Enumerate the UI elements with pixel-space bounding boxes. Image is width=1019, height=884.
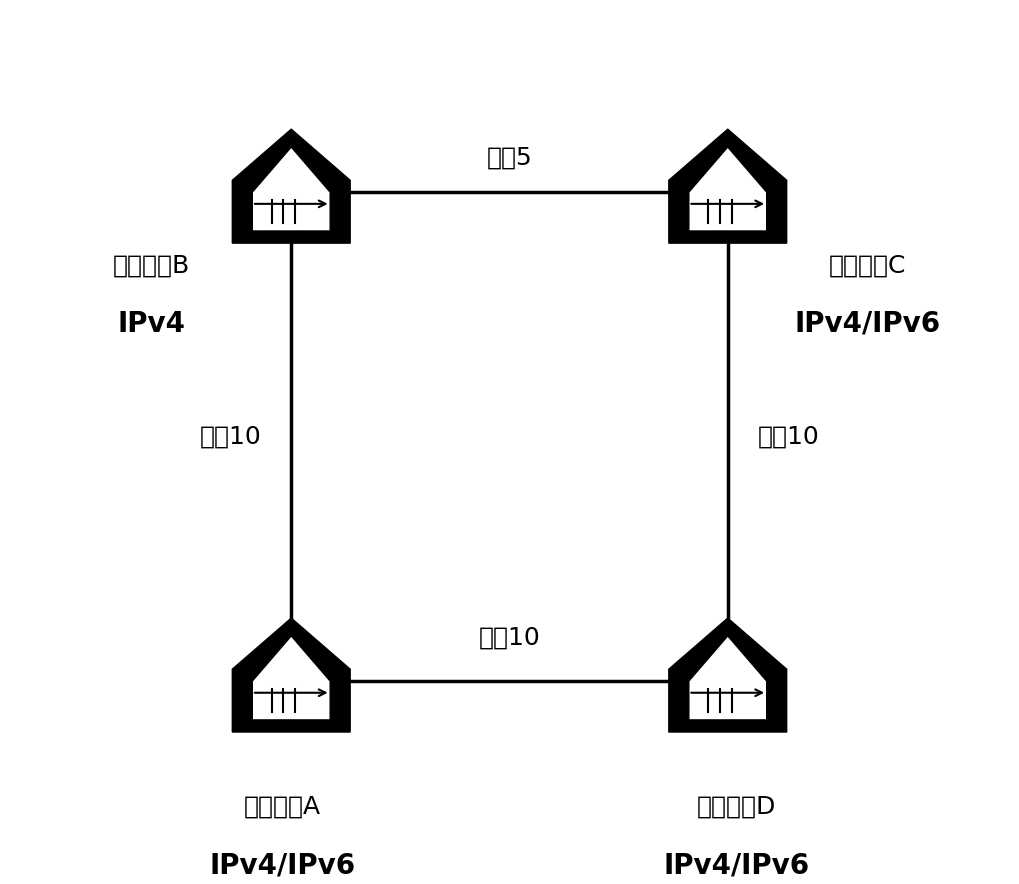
Polygon shape xyxy=(689,147,767,232)
Text: 中间系统A: 中间系统A xyxy=(244,795,321,819)
Text: 距离10: 距离10 xyxy=(200,424,261,448)
Polygon shape xyxy=(232,129,351,243)
Text: 距离10: 距离10 xyxy=(479,625,540,650)
Text: 中间系统B: 中间系统B xyxy=(113,253,191,278)
Polygon shape xyxy=(689,636,767,720)
Text: 中间系统D: 中间系统D xyxy=(697,795,776,819)
Text: 距离10: 距离10 xyxy=(758,424,819,448)
Text: IPv4/IPv6: IPv4/IPv6 xyxy=(210,851,356,880)
Polygon shape xyxy=(232,618,351,732)
Text: 中间系统C: 中间系统C xyxy=(828,253,906,278)
Polygon shape xyxy=(668,618,787,732)
Text: 距离5: 距离5 xyxy=(487,145,532,169)
Text: IPv4: IPv4 xyxy=(117,310,185,338)
Text: IPv4/IPv6: IPv4/IPv6 xyxy=(663,851,809,880)
Polygon shape xyxy=(252,147,330,232)
Polygon shape xyxy=(668,129,787,243)
Polygon shape xyxy=(252,636,330,720)
Text: IPv4/IPv6: IPv4/IPv6 xyxy=(795,310,941,338)
